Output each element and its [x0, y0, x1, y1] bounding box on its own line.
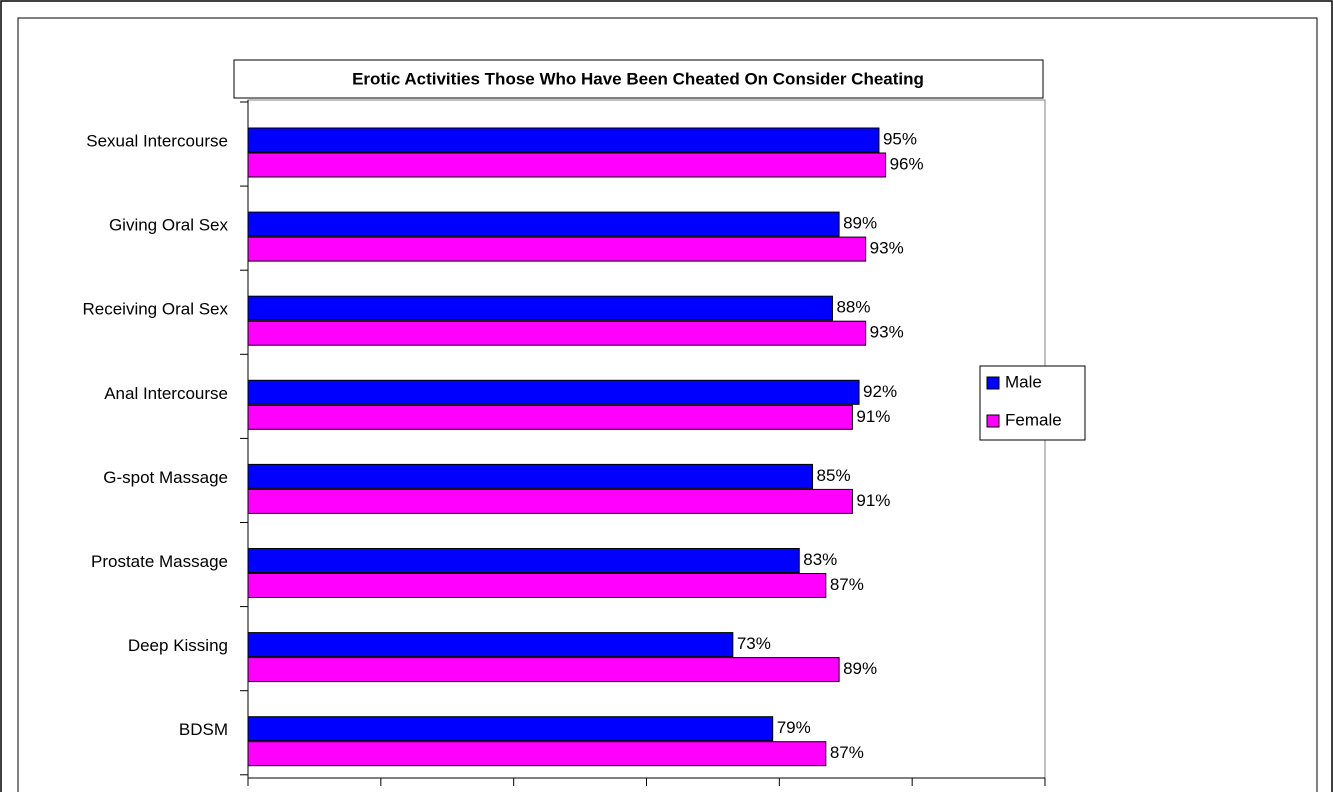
data-label: 87%	[830, 575, 864, 594]
bar	[247, 716, 774, 742]
bar	[247, 488, 853, 514]
bar	[247, 741, 827, 767]
bar	[247, 379, 860, 405]
y-tick-label: G-spot Massage	[103, 468, 228, 487]
data-label: 92%	[863, 382, 897, 401]
y-tick-label: Giving Oral Sex	[109, 216, 229, 235]
data-label: 85%	[817, 466, 851, 485]
y-tick-label: BDSM	[179, 720, 228, 739]
data-label: 89%	[843, 659, 877, 678]
data-label: 93%	[870, 239, 904, 258]
data-label: 88%	[836, 298, 870, 317]
bar	[247, 404, 853, 430]
bar	[247, 657, 840, 683]
legend-swatch	[986, 414, 1000, 428]
title-box	[233, 59, 1044, 99]
bar	[247, 548, 800, 573]
legend-label: Female	[1005, 410, 1062, 429]
bar	[247, 632, 734, 658]
y-tick-label: Prostate Massage	[91, 552, 228, 571]
legend-label: Male	[1005, 372, 1042, 391]
marks: Sexual Intercourse 95% 96% Giving Oral Sex 8…	[82, 100, 1046, 786]
data-label: 91%	[856, 491, 890, 510]
bar	[247, 295, 833, 321]
data-label: 87%	[830, 743, 864, 762]
bar	[247, 236, 867, 262]
legend-swatch	[986, 376, 1000, 390]
data-label: 95%	[883, 129, 917, 148]
bar	[247, 211, 840, 237]
data-label: 73%	[737, 634, 771, 653]
chart-title: Erotic Activities Those Who Have Been Ch…	[352, 69, 924, 88]
y-tick-label: Deep Kissing	[128, 636, 228, 655]
bar	[247, 463, 814, 489]
data-label: 89%	[843, 214, 877, 233]
data-label: 79%	[777, 718, 811, 737]
bar	[247, 320, 867, 346]
bar	[247, 152, 887, 178]
bar	[247, 127, 880, 153]
y-tick-label: Sexual Intercourse	[86, 132, 228, 151]
data-label: 83%	[803, 550, 837, 569]
data-label: 91%	[856, 407, 890, 426]
data-label: 96%	[890, 154, 924, 173]
y-tick-label: Anal Intercourse	[104, 384, 228, 403]
y-tick-label: Receiving Oral Sex	[82, 300, 228, 319]
data-label: 93%	[870, 323, 904, 342]
bar	[247, 573, 827, 598]
